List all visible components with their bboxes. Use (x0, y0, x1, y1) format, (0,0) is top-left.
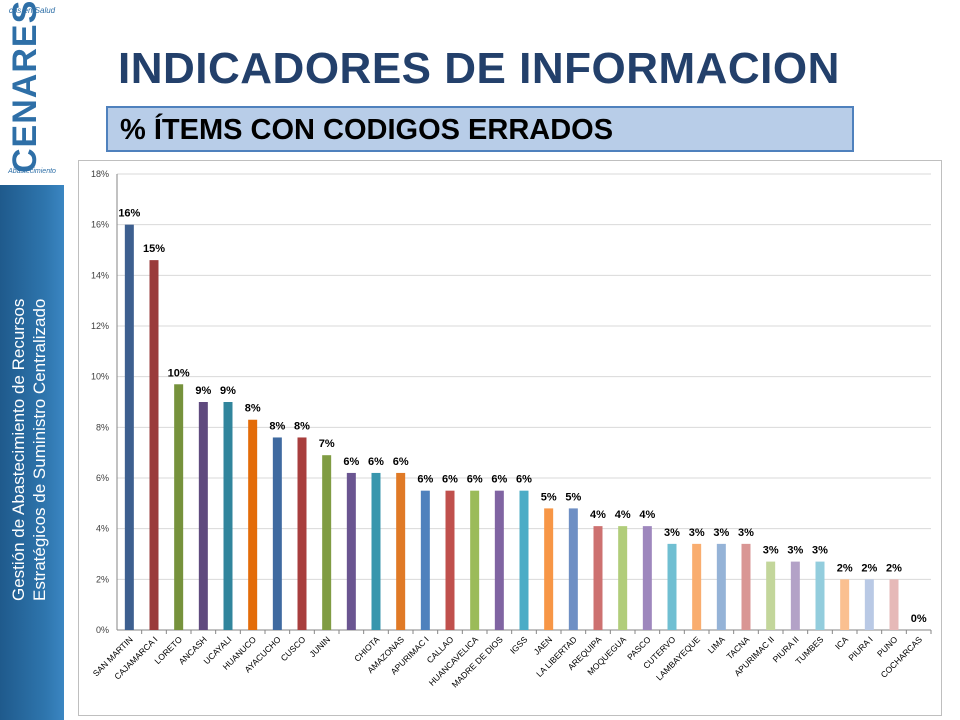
bar (593, 526, 603, 630)
bar (519, 490, 529, 630)
bar (741, 543, 751, 630)
data-label: 8% (269, 420, 285, 432)
logo-main-text: CENARES (6, 0, 44, 173)
bar (692, 543, 702, 630)
data-label: 6% (442, 474, 458, 486)
bar (716, 543, 726, 630)
bar (396, 472, 406, 630)
bar (642, 526, 652, 630)
data-label: 8% (294, 420, 310, 432)
data-label: 3% (812, 545, 828, 557)
bar (248, 419, 258, 630)
y-tick-label: 12% (91, 321, 109, 331)
bar (790, 561, 800, 630)
data-label: 16% (118, 208, 140, 220)
bar (470, 490, 480, 630)
bar (322, 455, 332, 630)
chart-subtitle-box: % ÍTEMS CON CODIGOS ERRADOS (106, 106, 854, 152)
bar (223, 402, 233, 630)
bar (864, 579, 874, 630)
logo-top-text: cos en Salud (8, 6, 56, 15)
y-tick-label: 10% (91, 372, 109, 382)
bar (149, 260, 159, 630)
bar (420, 490, 430, 630)
x-tick-label: JUNIN (307, 634, 332, 659)
bar (766, 561, 776, 630)
data-label: 6% (393, 456, 409, 468)
cenares-logo: cos en Salud CENARES Abastecimiento (0, 0, 64, 185)
bar (840, 579, 850, 630)
data-label: 3% (763, 545, 779, 557)
data-label: 8% (245, 403, 261, 415)
data-label: 6% (491, 474, 507, 486)
data-label: 6% (368, 456, 384, 468)
chart-frame: 0% 2% 4% 6% 8% 10% 12% 14% 16% 18% 16% SAN MARTIN 15… (78, 160, 942, 716)
y-tick-label: 14% (91, 270, 109, 280)
y-tick-label: 4% (96, 524, 109, 534)
bar (445, 490, 455, 630)
bar (174, 384, 184, 630)
data-label: 4% (615, 509, 631, 521)
sidebar-caption-line1: Gestión de Abastecimiento de Recursos (9, 298, 28, 602)
data-label: 3% (713, 527, 729, 539)
x-tick-label: CUSCO (279, 634, 308, 663)
data-label: 6% (516, 474, 532, 486)
x-tick-label: LIMA (706, 634, 727, 655)
data-label: 5% (565, 491, 581, 503)
data-label: 4% (639, 509, 655, 521)
bar (544, 508, 554, 630)
bar (815, 561, 825, 630)
bar (889, 579, 899, 630)
bar (568, 508, 578, 630)
data-label: 6% (343, 456, 359, 468)
sidebar-caption: Gestión de Abastecimiento de Recursos Es… (8, 195, 60, 705)
y-tick-label: 2% (96, 574, 109, 584)
x-tick-label: JAEN (532, 634, 554, 656)
bar (124, 224, 134, 630)
data-label: 15% (143, 243, 165, 255)
data-label: 2% (837, 562, 853, 574)
x-tick-label: IGSS (508, 634, 530, 656)
page-title: INDICADORES DE INFORMACION (118, 44, 840, 93)
x-tick-label: PIURA I (846, 634, 874, 662)
bar (272, 437, 282, 630)
data-label: 0% (911, 613, 927, 625)
data-label: 3% (787, 545, 803, 557)
sidebar: cos en Salud CENARES Abastecimiento Gest… (0, 0, 64, 720)
x-tick-label: LAMBAYEQUE (654, 634, 702, 682)
data-label: 9% (195, 385, 211, 397)
sidebar-caption-line2: Estratégicos de Suministro Centralizado (30, 298, 49, 602)
bar (618, 526, 628, 630)
bar (297, 437, 307, 630)
data-label: 6% (467, 474, 483, 486)
y-tick-label: 8% (96, 422, 109, 432)
logo-bottom-text: Abastecimiento (8, 168, 56, 175)
data-label: 5% (541, 491, 557, 503)
y-tick-label: 0% (96, 625, 109, 635)
chart-subtitle: % ÍTEMS CON CODIGOS ERRADOS (120, 114, 614, 146)
bar-chart: 0%2%4%6%8%10%12%14%16%18%16%SAN MARTIN15… (91, 169, 932, 690)
y-tick-label: 18% (91, 169, 109, 179)
bar (198, 402, 208, 630)
data-label: 10% (168, 367, 190, 379)
data-label: 6% (417, 474, 433, 486)
data-label: 3% (664, 527, 680, 539)
data-label: 9% (220, 385, 236, 397)
bar (494, 490, 504, 630)
y-tick-label: 6% (96, 473, 109, 483)
data-label: 2% (886, 562, 902, 574)
data-label: 7% (319, 438, 335, 450)
data-label: 3% (738, 527, 754, 539)
data-label: 3% (689, 527, 705, 539)
data-label: 2% (861, 562, 877, 574)
y-tick-label: 16% (91, 220, 109, 230)
data-label: 4% (590, 509, 606, 521)
bar (667, 543, 677, 630)
bar (346, 472, 356, 630)
bar (371, 472, 381, 630)
x-tick-label: ICA (833, 634, 850, 651)
